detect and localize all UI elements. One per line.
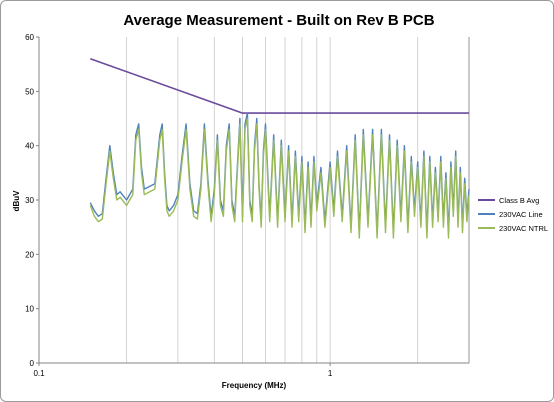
- legend-label: 230VAC Line: [499, 210, 543, 219]
- chart-title: Average Measurement - Built on Rev B PCB: [123, 12, 434, 29]
- y-tick-label: 0: [30, 359, 35, 368]
- y-tick-label: 10: [25, 305, 34, 314]
- series-layer: [89, 57, 470, 239]
- legend-label: 230VAC NTRL: [499, 224, 548, 233]
- y-axis-label: dBuV: [12, 190, 21, 212]
- legend: Class B Avg 230VAC Line 230VAC NTRL: [478, 196, 548, 233]
- x-axis-label: Frequency (MHz): [222, 381, 287, 390]
- legend-label: Class B Avg: [499, 196, 539, 205]
- y-tick-label: 50: [25, 87, 34, 96]
- tick-labels: 0 10 20 30 40 50 60 0.1 1: [25, 33, 333, 378]
- x-tick-label: 1: [328, 369, 333, 378]
- x-tick-label: 0.1: [33, 369, 45, 378]
- y-tick-label: 30: [25, 196, 34, 205]
- y-tick-label: 40: [25, 142, 34, 151]
- y-tick-label: 20: [25, 250, 34, 259]
- y-tick-label: 60: [25, 33, 34, 42]
- series-line-230vac-ntrl: [89, 117, 470, 239]
- series-line-class-b-avg: [90, 57, 469, 114]
